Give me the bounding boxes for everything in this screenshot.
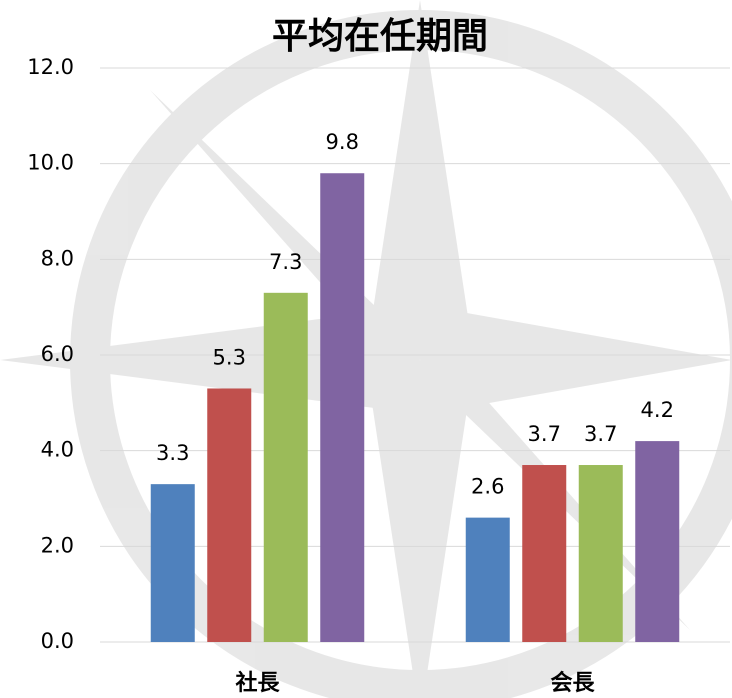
bar xyxy=(635,441,680,642)
y-tick-label: 2.0 xyxy=(41,533,74,557)
data-label: 5.3 xyxy=(213,345,246,369)
data-label: 9.8 xyxy=(326,130,359,154)
y-tick-label: 6.0 xyxy=(41,342,74,366)
y-tick-label: 8.0 xyxy=(41,246,74,270)
x-tick-label: 会長 xyxy=(550,670,595,696)
y-tick-label: 12.0 xyxy=(27,55,74,79)
data-label: 3.7 xyxy=(584,422,617,446)
data-label: 3.7 xyxy=(528,422,561,446)
y-tick-label: 10.0 xyxy=(27,151,74,175)
y-tick-label: 4.0 xyxy=(41,438,74,462)
bar xyxy=(465,517,510,642)
bar xyxy=(207,388,252,642)
x-tick-label: 社長 xyxy=(235,670,280,696)
bar xyxy=(578,465,623,642)
data-label: 7.3 xyxy=(269,250,302,274)
y-tick-label: 0.0 xyxy=(41,629,74,653)
bar xyxy=(263,292,308,642)
bar xyxy=(150,484,195,642)
bar xyxy=(320,173,365,642)
data-label: 4.2 xyxy=(641,398,674,422)
chart-title: 平均在任期間 xyxy=(272,16,488,57)
data-label: 2.6 xyxy=(471,475,504,499)
data-label: 3.3 xyxy=(156,441,189,465)
bar xyxy=(522,465,567,642)
